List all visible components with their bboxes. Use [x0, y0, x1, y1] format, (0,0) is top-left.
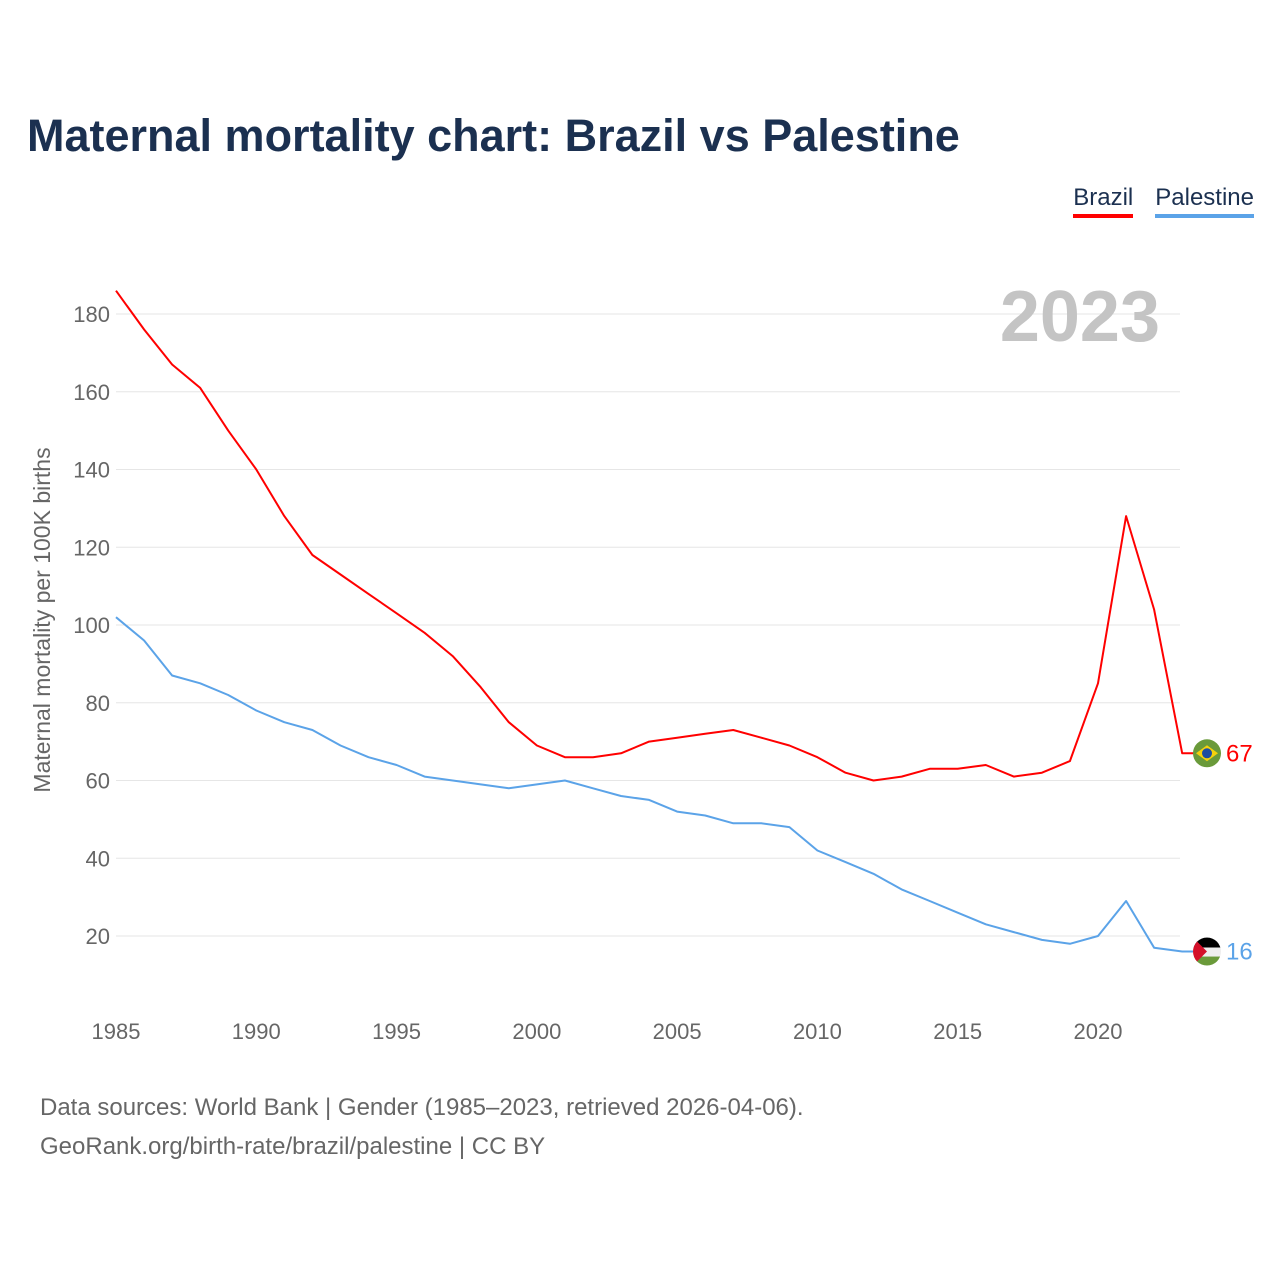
y-tick-label: 20 [86, 924, 110, 949]
legend: Brazil Palestine [1073, 184, 1254, 218]
y-tick-label: 120 [73, 535, 110, 560]
x-tick-label: 2015 [933, 1019, 982, 1044]
palestine-flag-icon [1193, 937, 1221, 966]
source-note: Data sources: World Bank | Gender (1985–… [40, 1088, 804, 1166]
y-tick-label: 40 [86, 846, 110, 871]
y-tick-label: 160 [73, 380, 110, 405]
y-axis-label: Maternal mortality per 100K births [29, 447, 55, 792]
legend-item-palestine[interactable]: Palestine [1155, 184, 1254, 218]
x-tick-label: 2010 [793, 1019, 842, 1044]
source-line-2[interactable]: GeoRank.org/birth-rate/brazil/palestine … [40, 1133, 546, 1160]
x-tick-label: 1985 [92, 1019, 141, 1044]
x-tick-label: 2000 [512, 1019, 561, 1044]
y-tick-label: 60 [86, 769, 110, 794]
x-tick-label: 1990 [232, 1019, 281, 1044]
year-watermark: 2023 [1000, 277, 1160, 357]
y-tick-label: 180 [73, 302, 110, 327]
legend-item-brazil[interactable]: Brazil [1073, 184, 1134, 218]
y-tick-label: 100 [73, 613, 110, 638]
y-tick-label: 140 [73, 458, 110, 483]
brazil-flag-icon [1193, 739, 1221, 768]
chart-title: Maternal mortality chart: Brazil vs Pale… [27, 110, 960, 161]
source-line-1: Data sources: World Bank | Gender (1985–… [40, 1094, 804, 1121]
series-line-palestine [115, 616, 1195, 953]
series-line-brazil [115, 290, 1195, 782]
x-tick-label: 2005 [653, 1019, 702, 1044]
end-value-label: 16 [1226, 939, 1253, 966]
y-tick-label: 80 [86, 691, 110, 716]
x-tick-label: 1995 [372, 1019, 421, 1044]
x-tick-label: 2020 [1074, 1019, 1123, 1044]
end-value-label: 67 [1226, 740, 1253, 767]
